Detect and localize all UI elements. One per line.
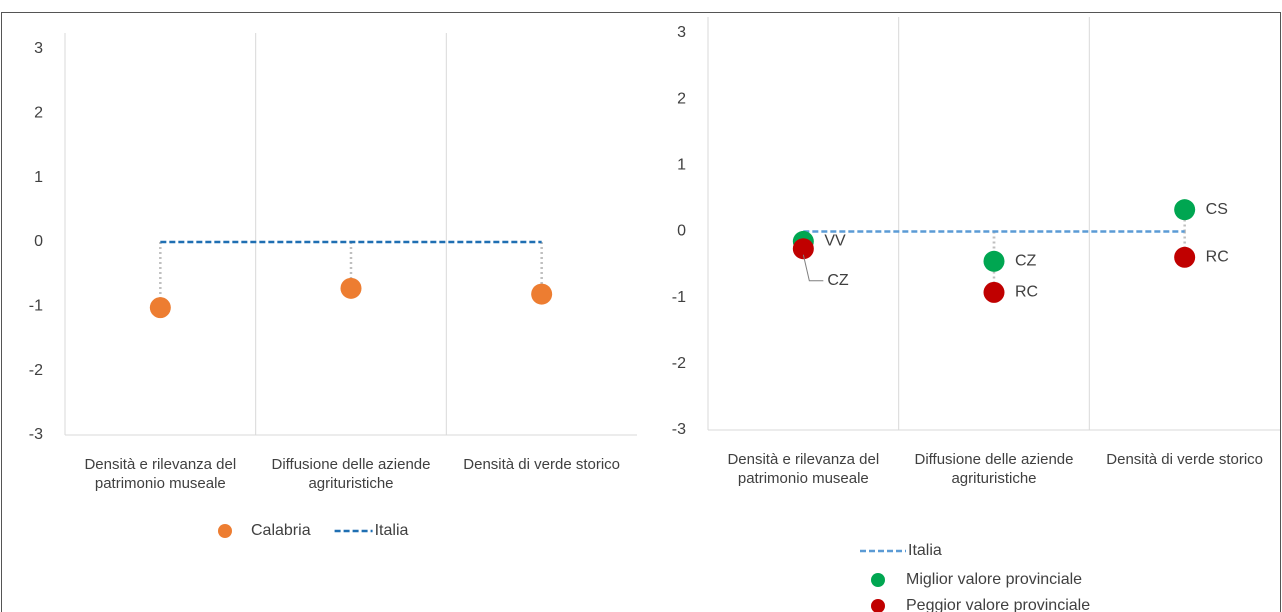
x-tick-label: Densità di verde storico: [463, 456, 621, 473]
legend-swatch: [871, 573, 885, 587]
y-tick-label: -3: [672, 421, 686, 438]
legend-label: Italia: [908, 542, 942, 559]
dot: [1174, 199, 1196, 221]
y-tick-label: 2: [677, 90, 686, 107]
leader-line: [802, 254, 824, 282]
y-tick-label: -3: [29, 426, 43, 443]
x-tick-label: Densità e rilevanza del patrimonio musea…: [727, 451, 880, 487]
point-label: RC: [1015, 284, 1038, 301]
dot: [983, 250, 1005, 272]
y-tick-label: -2: [672, 355, 686, 372]
x-tick-label: Diffusione delle aziende agrituristiche: [914, 451, 1074, 487]
y-tick-label: 0: [34, 233, 43, 250]
y-tick-label: -1: [672, 289, 686, 306]
point-label: CZ: [827, 272, 849, 289]
dot: [340, 277, 362, 299]
dot: [1174, 246, 1196, 268]
dot: [149, 297, 171, 319]
y-tick-label: 3: [677, 24, 686, 41]
y-tick-label: 1: [677, 157, 686, 174]
y-tick-label: 1: [34, 169, 43, 186]
x-tick-label: Densità e rilevanza del patrimonio musea…: [84, 456, 237, 492]
point-label: CS: [1206, 201, 1228, 218]
frame: [1, 12, 1281, 612]
y-tick-label: -1: [29, 298, 43, 315]
y-tick-label: -2: [29, 362, 43, 379]
dot: [792, 238, 814, 260]
dot: [983, 281, 1005, 303]
legend-swatch: [871, 599, 885, 612]
legend-swatch: [218, 524, 232, 538]
legend-label: Miglior valore provinciale: [906, 571, 1082, 588]
legend-label: Italia: [375, 522, 409, 539]
y-tick-label: 3: [34, 40, 43, 57]
y-tick-label: 2: [34, 105, 43, 122]
x-tick-label: Diffusione delle aziende agrituristiche: [271, 456, 431, 492]
legend-label: Peggior valore provinciale: [906, 597, 1090, 612]
legend-label: Calabria: [251, 522, 311, 539]
dot: [531, 283, 553, 305]
y-tick-label: 0: [677, 223, 686, 240]
x-tick-label: Densità di verde storico: [1106, 451, 1264, 468]
point-label: RC: [1206, 249, 1229, 266]
point-label: VV: [824, 233, 846, 250]
point-label: CZ: [1015, 252, 1037, 269]
